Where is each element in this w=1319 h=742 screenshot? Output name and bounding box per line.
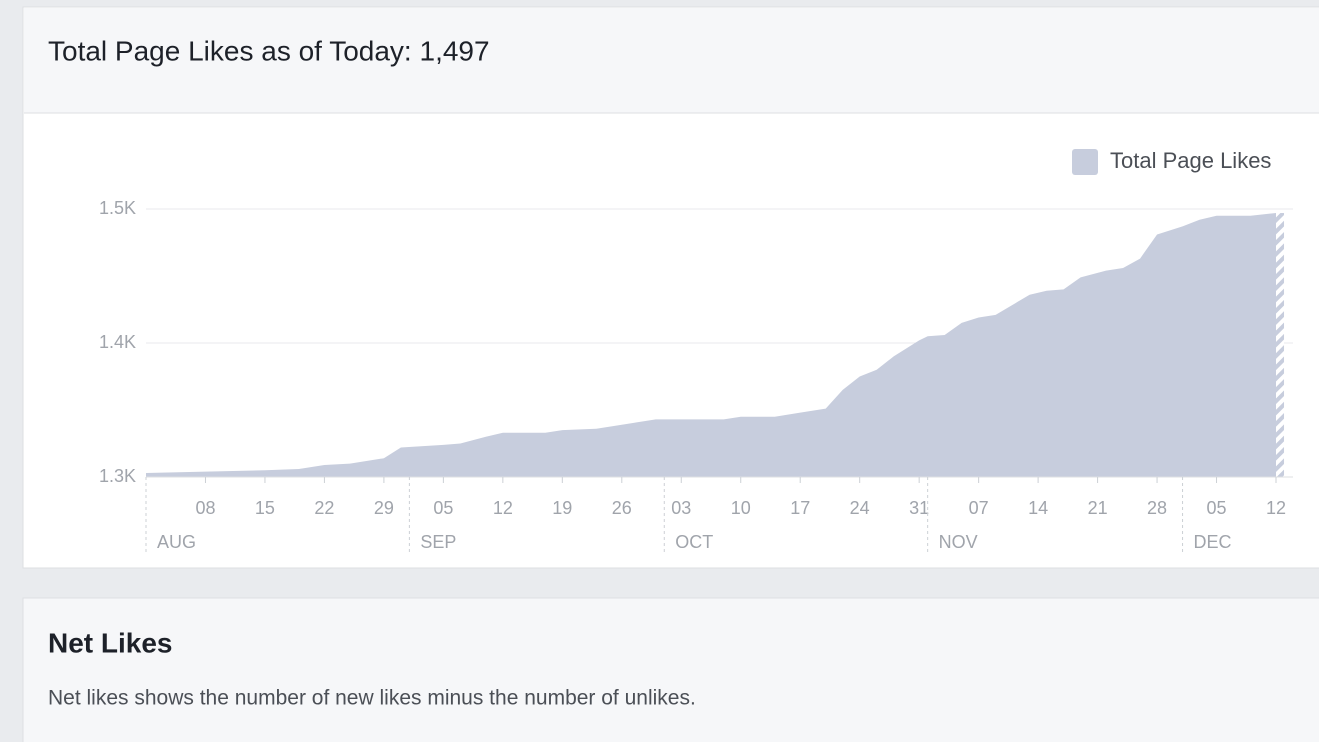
month-label: NOV (939, 532, 978, 552)
x-tick-label: 28 (1147, 498, 1167, 518)
section-title: Net Likes (48, 627, 173, 658)
x-tick-label: 12 (493, 498, 513, 518)
y-tick-label: 1.3K (99, 466, 136, 486)
legend-swatch (1072, 149, 1098, 175)
x-tick-label: 07 (969, 498, 989, 518)
month-label: DEC (1194, 532, 1232, 552)
x-tick-label: 05 (1207, 498, 1227, 518)
legend-label: Total Page Likes (1110, 148, 1271, 173)
x-tick-label: 14 (1028, 498, 1048, 518)
x-tick-label: 26 (612, 498, 632, 518)
section-description: Net likes shows the number of new likes … (48, 687, 696, 710)
y-tick-label: 1.4K (99, 332, 136, 352)
x-tick-label: 12 (1266, 498, 1286, 518)
chart: 1.3K 1.4K 1.5K 08 15 22 29 05 12 19 26 03 10 17 24 31 07… (99, 148, 1293, 555)
month-label: SEP (420, 532, 456, 552)
x-tick-label: 17 (790, 498, 810, 518)
x-tick-label: 24 (850, 498, 870, 518)
month-label: AUG (157, 532, 196, 552)
net-likes-panel (22, 597, 1319, 742)
partial-period (1276, 213, 1285, 477)
x-tick-label: 29 (374, 498, 394, 518)
x-tick-label: 08 (195, 498, 215, 518)
x-tick-label: 15 (255, 498, 275, 518)
y-tick-label: 1.5K (99, 198, 136, 218)
panel-header (24, 8, 1319, 113)
x-tick-label: 10 (731, 498, 751, 518)
panel-title: Total Page Likes as of Today: 1,497 (48, 35, 490, 66)
area (146, 213, 1277, 477)
month-label: OCT (675, 532, 713, 552)
x-tick-label: 19 (552, 498, 572, 518)
x-tick-label: 21 (1088, 498, 1108, 518)
x-tick-label: 31 (909, 498, 929, 518)
x-tick-label: 03 (671, 498, 691, 518)
x-tick-label: 05 (433, 498, 453, 518)
x-tick-label: 22 (314, 498, 334, 518)
